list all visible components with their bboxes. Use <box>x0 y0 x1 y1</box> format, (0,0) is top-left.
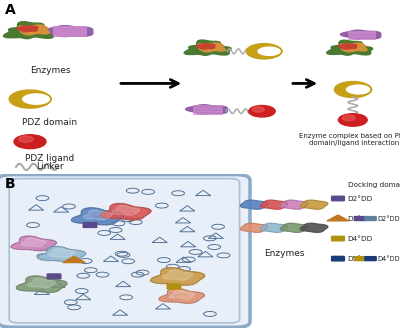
Polygon shape <box>28 278 56 288</box>
Polygon shape <box>19 25 49 35</box>
Polygon shape <box>300 223 328 232</box>
Circle shape <box>14 135 46 149</box>
Circle shape <box>19 136 33 142</box>
Text: PDZ ligand: PDZ ligand <box>25 154 75 163</box>
Text: D5°DD: D5°DD <box>347 256 372 262</box>
FancyBboxPatch shape <box>354 256 366 261</box>
Text: B: B <box>5 177 16 191</box>
Polygon shape <box>340 43 367 52</box>
Text: D4°DD: D4°DD <box>347 236 372 242</box>
FancyBboxPatch shape <box>167 284 181 289</box>
Circle shape <box>342 115 355 121</box>
Polygon shape <box>240 223 268 232</box>
Text: D3°DD: D3°DD <box>347 215 372 221</box>
Polygon shape <box>340 30 381 39</box>
Text: Linker: Linker <box>36 162 64 171</box>
Polygon shape <box>84 210 112 220</box>
Polygon shape <box>159 288 204 303</box>
Text: D4°DD-D5°DD: D4°DD-D5°DD <box>377 256 400 262</box>
Polygon shape <box>260 223 288 232</box>
FancyBboxPatch shape <box>365 256 376 261</box>
FancyBboxPatch shape <box>332 256 344 261</box>
Circle shape <box>338 114 367 126</box>
Polygon shape <box>198 43 225 52</box>
Polygon shape <box>72 208 124 225</box>
Polygon shape <box>169 290 194 299</box>
Polygon shape <box>184 40 231 55</box>
Text: A: A <box>5 4 16 17</box>
Polygon shape <box>327 215 349 221</box>
Polygon shape <box>21 238 46 247</box>
FancyBboxPatch shape <box>354 216 366 220</box>
Text: D2°DD: D2°DD <box>347 195 372 201</box>
Polygon shape <box>17 26 38 31</box>
Text: Docking domains:: Docking domains: <box>348 182 400 188</box>
Polygon shape <box>16 276 67 293</box>
Circle shape <box>249 106 275 117</box>
Polygon shape <box>49 248 75 257</box>
Polygon shape <box>4 22 56 39</box>
Polygon shape <box>44 26 93 36</box>
FancyBboxPatch shape <box>47 274 61 279</box>
Polygon shape <box>334 82 372 97</box>
Polygon shape <box>186 105 228 114</box>
Polygon shape <box>11 236 56 251</box>
Text: Enzyme complex based on PDZ
domain/ligand interaction: Enzyme complex based on PDZ domain/ligan… <box>299 133 400 146</box>
Polygon shape <box>327 40 373 55</box>
FancyBboxPatch shape <box>332 196 344 201</box>
Circle shape <box>252 107 264 112</box>
Polygon shape <box>300 200 328 209</box>
Polygon shape <box>38 246 86 262</box>
Polygon shape <box>280 223 308 232</box>
Text: PDZ domain: PDZ domain <box>22 118 78 127</box>
Polygon shape <box>260 200 288 209</box>
Text: D2°DD-D3°DD: D2°DD-D3°DD <box>377 215 400 221</box>
FancyBboxPatch shape <box>83 223 97 227</box>
FancyBboxPatch shape <box>332 236 344 241</box>
Polygon shape <box>163 270 193 280</box>
Polygon shape <box>112 206 140 215</box>
Polygon shape <box>63 256 85 262</box>
Polygon shape <box>150 268 205 285</box>
Polygon shape <box>9 90 51 108</box>
Polygon shape <box>100 203 151 220</box>
Polygon shape <box>240 200 268 209</box>
Polygon shape <box>246 44 282 59</box>
Polygon shape <box>338 44 357 49</box>
Polygon shape <box>196 44 215 49</box>
Polygon shape <box>280 200 308 209</box>
FancyBboxPatch shape <box>0 174 250 327</box>
Text: Enzymes: Enzymes <box>264 249 304 258</box>
FancyBboxPatch shape <box>365 216 376 220</box>
Text: Enzymes: Enzymes <box>30 66 70 75</box>
